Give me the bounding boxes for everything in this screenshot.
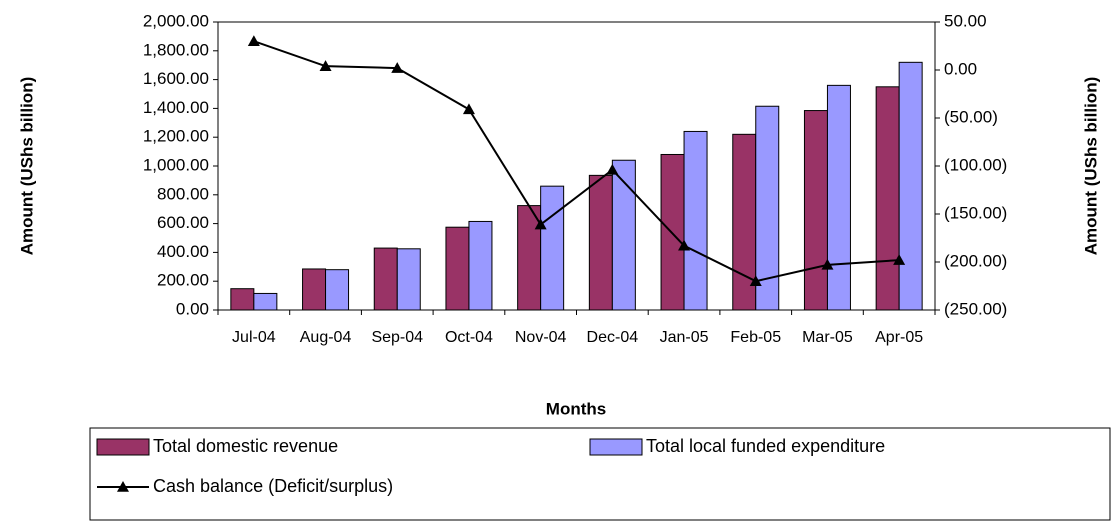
bar xyxy=(396,248,421,311)
x-axis-title: Months xyxy=(546,399,606,418)
y-tick-label: 2,000.00 xyxy=(143,11,209,30)
legend-swatch xyxy=(96,438,150,456)
y-tick-label: 800.00 xyxy=(157,184,209,203)
y-tick-label: 1,800.00 xyxy=(143,40,209,59)
line-marker xyxy=(678,239,691,251)
line-marker xyxy=(749,275,762,286)
y-tick-label: 1,600.00 xyxy=(143,69,209,88)
bar xyxy=(683,130,708,311)
bar xyxy=(755,105,780,311)
y-tick-label: 1,400.00 xyxy=(143,98,209,117)
y2-tick-label: (150.00) xyxy=(944,203,1007,222)
y2-tick-label: 50.00 xyxy=(944,11,987,30)
line-marker xyxy=(534,218,547,230)
x-tick-label: Jul-04 xyxy=(232,329,276,346)
bar xyxy=(468,220,493,311)
line-marker xyxy=(247,35,260,46)
legend xyxy=(89,427,1111,521)
x-tick-label: Oct-04 xyxy=(445,329,493,346)
bar xyxy=(588,174,613,311)
bar xyxy=(611,159,636,311)
y-tick-label: 600.00 xyxy=(157,213,209,232)
line-marker xyxy=(391,62,404,73)
y2-tick-label: (200.00) xyxy=(944,251,1007,270)
x-tick-label: Mar-05 xyxy=(802,329,853,346)
x-tick-label: Aug-04 xyxy=(300,329,352,346)
x-tick-label: Apr-05 xyxy=(875,329,923,346)
y-tick-label: 400.00 xyxy=(157,242,209,261)
bar xyxy=(253,292,278,311)
legend-marker xyxy=(117,481,129,492)
bar xyxy=(373,247,398,311)
bar xyxy=(803,110,828,311)
bar xyxy=(325,269,350,311)
y-tick-label: 200.00 xyxy=(157,271,209,290)
x-tick-label: Nov-04 xyxy=(515,329,567,346)
line-marker xyxy=(606,163,619,175)
bar xyxy=(302,268,327,311)
x-tick-label: Jan-05 xyxy=(660,329,709,346)
bar xyxy=(445,226,470,311)
line-marker xyxy=(821,258,834,270)
y-tick-label: 1,000.00 xyxy=(143,155,209,174)
bar xyxy=(826,84,851,311)
bar xyxy=(875,86,900,311)
bar xyxy=(517,205,542,311)
line-marker xyxy=(319,60,332,71)
line xyxy=(253,40,900,283)
x-tick-label: Dec-04 xyxy=(587,329,639,346)
y-tick-label: 1,200.00 xyxy=(143,127,209,146)
y-axis-title: Amount (UShs billion) xyxy=(17,77,36,255)
bar xyxy=(540,185,565,311)
y2-tick-label: (100.00) xyxy=(944,155,1007,174)
bar xyxy=(230,288,255,311)
legend-label: Cash balance (Deficit/surplus) xyxy=(153,476,393,496)
line-marker xyxy=(893,254,906,265)
legend-label: Total domestic revenue xyxy=(153,436,338,456)
y-tick-label: 0.00 xyxy=(176,299,209,318)
x-tick-label: Feb-05 xyxy=(730,329,781,346)
y2-tick-label: (50.00) xyxy=(944,107,998,126)
line-marker xyxy=(462,103,475,115)
legend-swatch xyxy=(589,438,643,456)
legend-label: Total local funded expenditure xyxy=(646,436,885,456)
y2-tick-label: 0.00 xyxy=(944,59,977,78)
y2-tick-label: (250.00) xyxy=(944,299,1007,318)
y2-axis-title: Amount (UShs billion) xyxy=(1081,77,1100,255)
bar xyxy=(898,61,923,311)
x-tick-label: Sep-04 xyxy=(371,329,423,346)
